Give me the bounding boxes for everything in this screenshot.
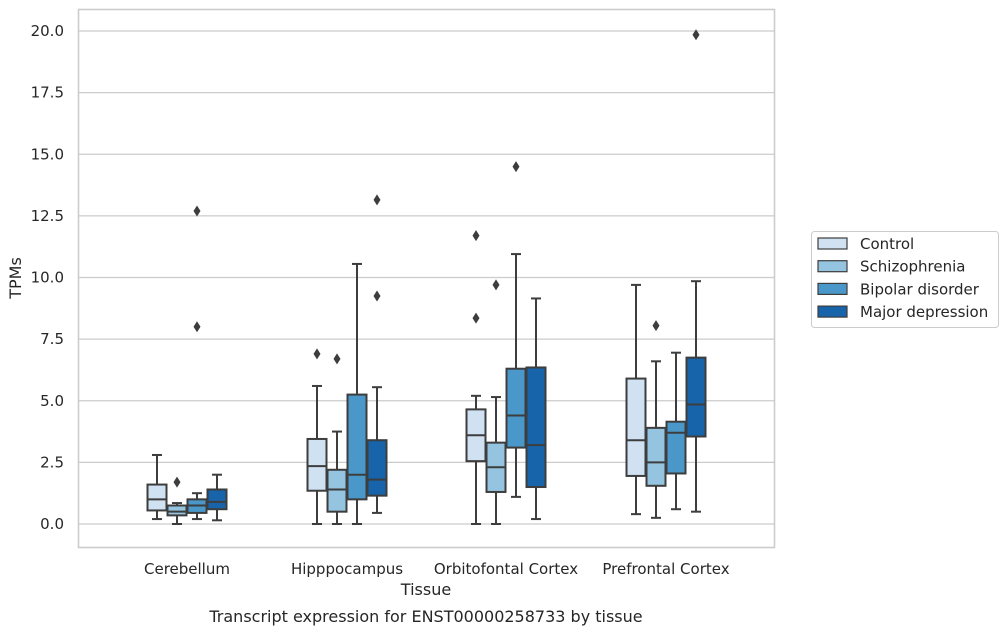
- y-tick-label: 2.5: [40, 453, 64, 471]
- outlier-point: [333, 353, 341, 365]
- grid-lines: [78, 30, 775, 525]
- box-iqr: [525, 366, 547, 489]
- box-bipolar-disorder: [346, 262, 368, 525]
- outlier-point: [373, 194, 381, 206]
- box-major-depression: [206, 473, 228, 522]
- box-iqr: [625, 377, 647, 477]
- outlier-point: [512, 161, 520, 173]
- outlier-point: [373, 290, 381, 302]
- box-major-depression: [366, 194, 388, 514]
- box-iqr: [346, 393, 368, 501]
- box-iqr: [326, 468, 348, 513]
- outlier-point: [472, 230, 480, 242]
- legend-label: Control: [860, 235, 914, 253]
- x-tick-label: Cerebellum: [144, 560, 230, 578]
- box-iqr: [306, 437, 328, 492]
- box-iqr: [146, 483, 168, 512]
- legend-swatch: [817, 282, 848, 295]
- x-tick-label: Prefrontal Cortex: [602, 560, 729, 578]
- box-iqr: [665, 420, 687, 475]
- box-bipolar-disorder: [186, 205, 208, 521]
- box-control: [306, 348, 328, 525]
- legend-frame: [811, 231, 999, 328]
- y-tick-labels: 0.0 2.5 5.0 7.5 10.0 12.5 15.0 17.5 20.0: [31, 22, 64, 533]
- x-axis-label: Tissue: [400, 580, 451, 599]
- box-iqr: [166, 504, 188, 517]
- box-iqr: [366, 439, 388, 497]
- y-tick-label: 17.5: [31, 84, 64, 102]
- outlier-point: [472, 312, 480, 324]
- box-major-depression: [685, 29, 707, 513]
- legend-swatch: [817, 237, 848, 250]
- plot-frame: [77, 8, 776, 549]
- box-bipolar-disorder: [505, 161, 527, 498]
- y-tick-label: 12.5: [31, 207, 64, 225]
- y-tick-label: 15.0: [31, 145, 64, 163]
- plot-boxes: [146, 29, 707, 525]
- outlier-point: [492, 279, 500, 291]
- x-tick-label: Orbitofontal Cortex: [434, 560, 578, 578]
- box-iqr: [645, 426, 667, 487]
- box-control: [146, 453, 168, 521]
- box-control: [465, 230, 487, 525]
- box-iqr: [685, 356, 707, 438]
- outlier-point: [313, 348, 321, 360]
- box-schizophrenia: [166, 476, 188, 525]
- y-axis-label: TPMs: [6, 257, 25, 300]
- legend-label: Schizophrenia: [860, 258, 965, 276]
- y-tick-label: 10.0: [31, 269, 64, 287]
- box-bipolar-disorder: [665, 351, 687, 511]
- box-control: [625, 283, 647, 516]
- box-major-depression: [525, 297, 547, 521]
- outlier-point: [692, 29, 700, 41]
- x-tick-label: Hipppocampus: [291, 560, 403, 578]
- box-iqr: [505, 367, 527, 449]
- legend-label: Bipolar disorder: [860, 280, 980, 298]
- legend-label: Major depression: [860, 303, 988, 321]
- box-schizophrenia: [485, 279, 507, 525]
- legend-swatch: [817, 260, 848, 273]
- chart-caption: Transcript expression for ENST0000025873…: [208, 607, 642, 626]
- box-schizophrenia: [326, 353, 348, 525]
- y-tick-label: 7.5: [40, 330, 64, 348]
- outlier-point: [193, 205, 201, 217]
- y-tick-label: 5.0: [40, 392, 64, 410]
- y-tick-label: 0.0: [40, 515, 64, 533]
- y-tick-label: 20.0: [31, 22, 64, 40]
- box-iqr: [206, 488, 228, 511]
- outlier-point: [652, 320, 660, 332]
- outlier-point: [173, 476, 181, 488]
- outlier-point: [193, 321, 201, 333]
- x-tick-labels: Cerebellum Hipppocampus Orbitofontal Corte…: [144, 560, 730, 578]
- legend: Control Schizophrenia Bipolar disorder Majo…: [811, 231, 999, 328]
- legend-swatch: [817, 305, 848, 318]
- box-schizophrenia: [645, 320, 667, 519]
